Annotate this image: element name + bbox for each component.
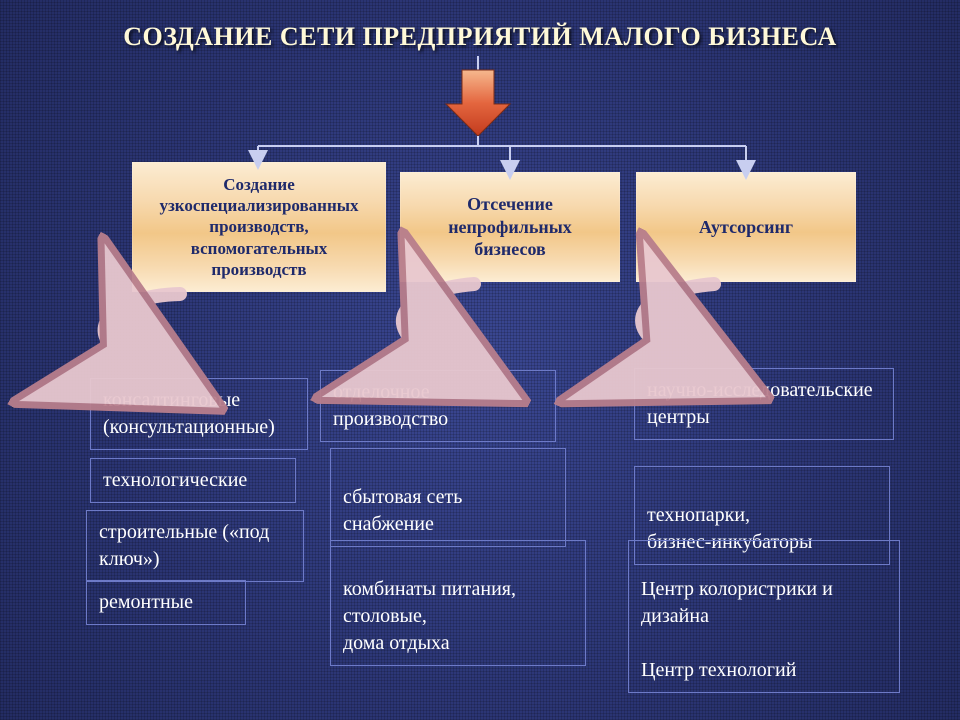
left-box-1-text: консалтинговые (консультационные) (103, 389, 275, 438)
top-box-3-label: Аутсорсинг (699, 216, 793, 239)
top-box-2-label: Отсечение непрофильных бизнесов (411, 193, 609, 261)
right-box-1: научно-исследовательские центры (634, 368, 894, 440)
left-box-4: ремонтные (86, 580, 246, 625)
mid-box-1-text: отделочное производство (333, 381, 448, 430)
mid-box-2: сбытовая сеть снабжение (330, 448, 566, 547)
right-box-1-text: научно-исследовательские центры (647, 379, 873, 428)
left-box-2: технологические (90, 458, 296, 503)
right-box-3: Центр колористрики и дизайна Центр техно… (628, 540, 900, 693)
top-box-1: Создание узкоспециализированных производ… (132, 162, 386, 292)
mid-box-1: отделочное производство (320, 370, 556, 442)
top-box-3: Аутсорсинг (636, 172, 856, 282)
left-box-3-text: строительные («под ключ») (99, 521, 269, 570)
top-box-1-label: Создание узкоспециализированных производ… (143, 174, 375, 280)
mid-box-2-text: сбытовая сеть снабжение (343, 486, 462, 535)
mid-box-3-text: комбинаты питания, столовые, дома отдыха (343, 578, 516, 654)
top-box-2: Отсечение непрофильных бизнесов (400, 172, 620, 282)
left-box-1: консалтинговые (консультационные) (90, 378, 308, 450)
mid-box-3: комбинаты питания, столовые, дома отдыха (330, 540, 586, 666)
left-box-4-text: ремонтные (99, 591, 193, 613)
right-box-3-text: Центр колористрики и дизайна Центр техно… (641, 578, 833, 681)
left-box-3: строительные («под ключ») (86, 510, 304, 582)
left-box-2-text: технологические (103, 469, 247, 491)
slide-title: СОЗДАНИЕ СЕТИ ПРЕДПРИЯТИЙ МАЛОГО БИЗНЕСА (0, 22, 960, 52)
